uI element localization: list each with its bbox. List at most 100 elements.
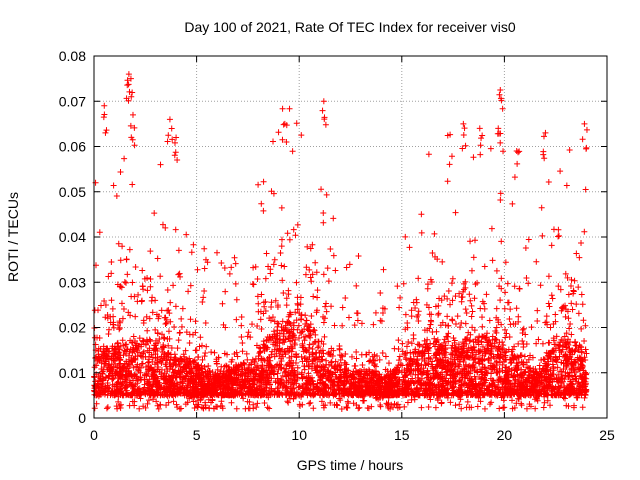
data-point xyxy=(144,287,151,294)
data-point xyxy=(296,401,303,408)
data-point xyxy=(457,368,464,375)
data-point xyxy=(466,362,473,369)
data-point xyxy=(155,405,162,412)
data-point xyxy=(197,334,204,341)
data-point xyxy=(464,354,471,361)
data-point xyxy=(407,349,414,356)
data-point xyxy=(456,290,463,297)
data-point xyxy=(427,321,434,328)
data-point xyxy=(296,335,303,342)
data-point xyxy=(285,399,292,406)
data-point xyxy=(555,232,562,239)
data-point xyxy=(256,382,263,389)
data-point xyxy=(472,237,479,244)
data-point xyxy=(564,308,571,315)
data-point xyxy=(552,311,559,318)
data-point xyxy=(467,344,474,351)
data-point xyxy=(293,279,300,286)
data-point xyxy=(579,301,586,308)
data-point xyxy=(380,266,387,273)
data-point xyxy=(191,405,198,412)
data-point xyxy=(557,168,564,175)
data-point xyxy=(155,313,162,320)
data-point xyxy=(435,311,442,318)
data-point xyxy=(258,291,265,298)
data-point xyxy=(170,398,177,405)
data-point xyxy=(456,401,463,408)
data-point xyxy=(403,343,410,350)
data-point xyxy=(534,317,541,324)
data-point xyxy=(394,283,401,290)
data-point xyxy=(563,402,570,409)
data-point xyxy=(239,340,246,347)
data-point xyxy=(238,334,245,341)
data-point xyxy=(162,320,169,327)
data-point xyxy=(458,405,465,412)
data-point xyxy=(309,241,316,248)
data-point xyxy=(262,298,269,305)
data-point xyxy=(537,282,544,289)
data-point xyxy=(205,362,212,369)
data-point xyxy=(549,295,556,302)
data-point xyxy=(523,405,530,412)
grid xyxy=(94,56,607,418)
data-point xyxy=(255,300,262,307)
data-point xyxy=(190,398,197,405)
data-point xyxy=(463,353,470,360)
data-point xyxy=(463,336,470,343)
data-point xyxy=(498,238,505,245)
data-point xyxy=(278,204,285,211)
data-point xyxy=(345,314,352,321)
data-point xyxy=(400,280,407,287)
data-point xyxy=(271,256,278,263)
data-point xyxy=(129,279,136,286)
data-point xyxy=(194,397,201,404)
data-point xyxy=(301,366,308,373)
data-point xyxy=(281,263,288,270)
data-point xyxy=(539,232,546,239)
data-point xyxy=(155,315,162,322)
data-point xyxy=(330,252,337,259)
data-point xyxy=(181,353,188,360)
data-point xyxy=(309,346,316,353)
data-point xyxy=(278,262,285,269)
data-point xyxy=(444,178,451,185)
data-point xyxy=(320,271,327,278)
data-point xyxy=(346,261,353,268)
data-point xyxy=(452,293,459,300)
data-point xyxy=(468,313,475,320)
data-point xyxy=(565,336,572,343)
data-point xyxy=(133,342,140,349)
data-point xyxy=(103,405,110,412)
data-point xyxy=(384,401,391,408)
data-point xyxy=(222,288,229,295)
data-point xyxy=(493,358,500,365)
data-point xyxy=(194,266,201,273)
data-point xyxy=(121,279,128,286)
data-point xyxy=(479,343,486,350)
data-point xyxy=(299,387,306,394)
data-point xyxy=(106,385,113,392)
data-point xyxy=(283,295,290,302)
data-point xyxy=(175,337,182,344)
data-point xyxy=(521,353,528,360)
data-point xyxy=(488,225,495,232)
data-point xyxy=(353,310,360,317)
data-point xyxy=(157,273,164,280)
data-point xyxy=(149,309,156,316)
data-point xyxy=(254,323,261,330)
data-point xyxy=(470,154,477,161)
data-point xyxy=(561,395,568,402)
data-point xyxy=(274,385,281,392)
data-point xyxy=(535,336,542,343)
data-point xyxy=(448,344,455,351)
data-point xyxy=(558,349,565,356)
data-point xyxy=(534,307,541,314)
data-point xyxy=(413,296,420,303)
data-point xyxy=(427,396,434,403)
data-point xyxy=(473,351,480,358)
data-point xyxy=(252,355,259,362)
data-point xyxy=(186,395,193,402)
data-point xyxy=(147,275,154,282)
